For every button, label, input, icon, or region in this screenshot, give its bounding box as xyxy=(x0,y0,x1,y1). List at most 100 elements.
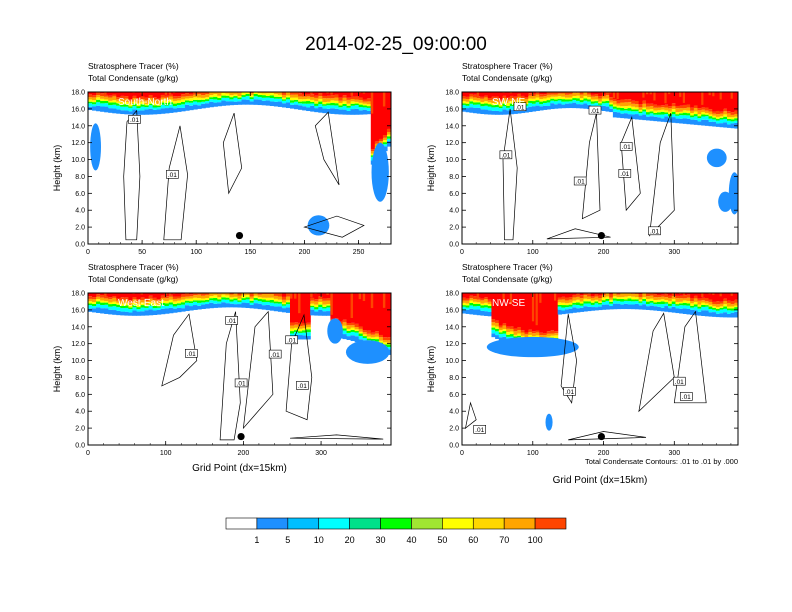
y-axis-label: Height (km) xyxy=(426,346,436,393)
contour-label-text: .01 xyxy=(237,381,246,388)
panel-subtitle: Stratosphere Tracer (%) xyxy=(462,262,553,272)
colorbar-box xyxy=(225,517,258,530)
contour-label-text: .01 xyxy=(287,338,296,345)
x-tick-label: 200 xyxy=(238,450,250,457)
contour-label-text: .01 xyxy=(298,383,307,390)
y-tick-label: 10.0 xyxy=(71,157,85,164)
plot-area: .01 .01 .01 .01 .01 .01 .01 xyxy=(462,92,738,244)
y-tick-label: 8.0 xyxy=(449,174,459,181)
contour-line xyxy=(638,312,675,413)
y-axis-label: Height (km) xyxy=(52,346,62,393)
colorbar-label: 20 xyxy=(345,535,355,545)
contour-label: .01 xyxy=(588,105,602,115)
y-tick-label: 0.0 xyxy=(449,443,459,450)
contour-label-text: .01 xyxy=(501,153,510,160)
contour-label-text: .01 xyxy=(590,108,599,115)
y-tick-label: 8.0 xyxy=(75,375,85,382)
contour-label: .01 xyxy=(618,169,632,178)
y-tick-label: 12.0 xyxy=(71,140,85,147)
y-tick-label: 12.0 xyxy=(445,140,459,147)
x-tick-label: 300 xyxy=(315,450,327,457)
contour-line xyxy=(242,310,274,430)
panel-label: West-East xyxy=(118,298,164,309)
x-axis-label: Grid Point (dx=15km) xyxy=(192,463,287,474)
y-tick-label: 14.0 xyxy=(445,123,459,130)
contour-label: .01 xyxy=(234,378,248,388)
contour-line xyxy=(620,115,641,212)
plot-frame xyxy=(87,292,392,446)
x-tick-label: 100 xyxy=(190,249,202,256)
panel-label: South-North xyxy=(118,97,172,108)
contour-label: .01 xyxy=(672,376,686,386)
contour-line xyxy=(289,434,384,440)
contour-line xyxy=(314,111,340,186)
y-tick-label: 0.0 xyxy=(449,242,459,249)
y-tick-label: 18.0 xyxy=(71,90,85,97)
colorbar-box xyxy=(287,517,320,530)
contour-line xyxy=(123,109,141,241)
x-tick-label: 0 xyxy=(460,450,464,457)
panel-subtitle: Stratosphere Tracer (%) xyxy=(88,262,179,272)
colorbar-box xyxy=(411,517,443,530)
y-tick-label: 2.0 xyxy=(449,426,459,433)
contour-label: .01 xyxy=(573,176,587,186)
y-axis-label: Height (km) xyxy=(52,145,62,192)
contour-line xyxy=(285,313,313,421)
contour-line xyxy=(560,314,577,404)
location-marker xyxy=(235,231,244,240)
panels: .01 .01 South-North Stratosphere Tracer (%)… xyxy=(52,61,739,486)
colorbar-box xyxy=(349,517,381,530)
y-tick-label: 8.0 xyxy=(449,375,459,382)
contour-line xyxy=(568,431,647,441)
y-tick-label: 6.0 xyxy=(75,191,85,198)
y-tick-label: 18.0 xyxy=(445,90,459,97)
y-tick-label: 0.0 xyxy=(75,443,85,450)
contour-line xyxy=(161,313,198,387)
contour-label: .01 xyxy=(499,150,513,160)
contour-label-text: .01 xyxy=(227,318,236,325)
y-tick-label: 4.0 xyxy=(75,208,85,215)
y-tick-label: 10.0 xyxy=(445,358,459,365)
y-tick-label: 4.0 xyxy=(75,409,85,416)
x-tick-label: 200 xyxy=(598,450,610,457)
contour-label-text: .01 xyxy=(682,394,691,401)
y-tick-label: 10.0 xyxy=(71,358,85,365)
contour-label-text: .01 xyxy=(576,179,585,186)
contour-label: .01 xyxy=(563,386,576,396)
contour-label: .01 xyxy=(185,348,198,358)
contour-label-text: .01 xyxy=(675,379,684,386)
plot-area: .01 .01 .01 .01 .01 .01 xyxy=(88,293,391,445)
contour-line xyxy=(649,112,675,237)
contour-label: .01 xyxy=(128,115,141,124)
colorbar-label: 50 xyxy=(437,535,447,545)
y-tick-label: 6.0 xyxy=(449,392,459,399)
contour-label-text: .01 xyxy=(187,351,196,358)
colorbar-label: 30 xyxy=(375,535,385,545)
y-tick-label: 14.0 xyxy=(445,324,459,331)
y-tick-label: 2.0 xyxy=(75,225,85,232)
contour-label-text: .01 xyxy=(271,352,280,359)
colorbar-label: 1 xyxy=(254,535,259,545)
panel-subtitle: Total Condensate (g/kg) xyxy=(88,274,178,284)
contour-label: .01 xyxy=(225,316,238,325)
panel-subtitle: Stratosphere Tracer (%) xyxy=(88,61,179,71)
y-tick-label: 18.0 xyxy=(71,291,85,298)
contour-label: .01 xyxy=(268,349,282,359)
x-tick-label: 50 xyxy=(138,249,146,256)
y-tick-label: 12.0 xyxy=(71,341,85,348)
x-axis-label: Grid Point (dx=15km) xyxy=(553,475,648,486)
contour-label-text: .01 xyxy=(130,117,139,124)
contour-label-text: .01 xyxy=(565,389,574,396)
colorbar: 1 5 10 20 30 40 50 60 70 100 xyxy=(225,517,567,545)
x-tick-label: 100 xyxy=(160,450,172,457)
y-tick-label: 18.0 xyxy=(445,291,459,298)
colorbar-label: 70 xyxy=(499,535,509,545)
y-tick-label: 16.0 xyxy=(445,106,459,113)
plot-area: .01 .01 .01 .01 xyxy=(462,293,738,445)
colorbar-box xyxy=(472,517,505,530)
y-tick-label: 4.0 xyxy=(449,208,459,215)
location-marker xyxy=(597,231,606,240)
x-tick-label: 100 xyxy=(527,450,539,457)
